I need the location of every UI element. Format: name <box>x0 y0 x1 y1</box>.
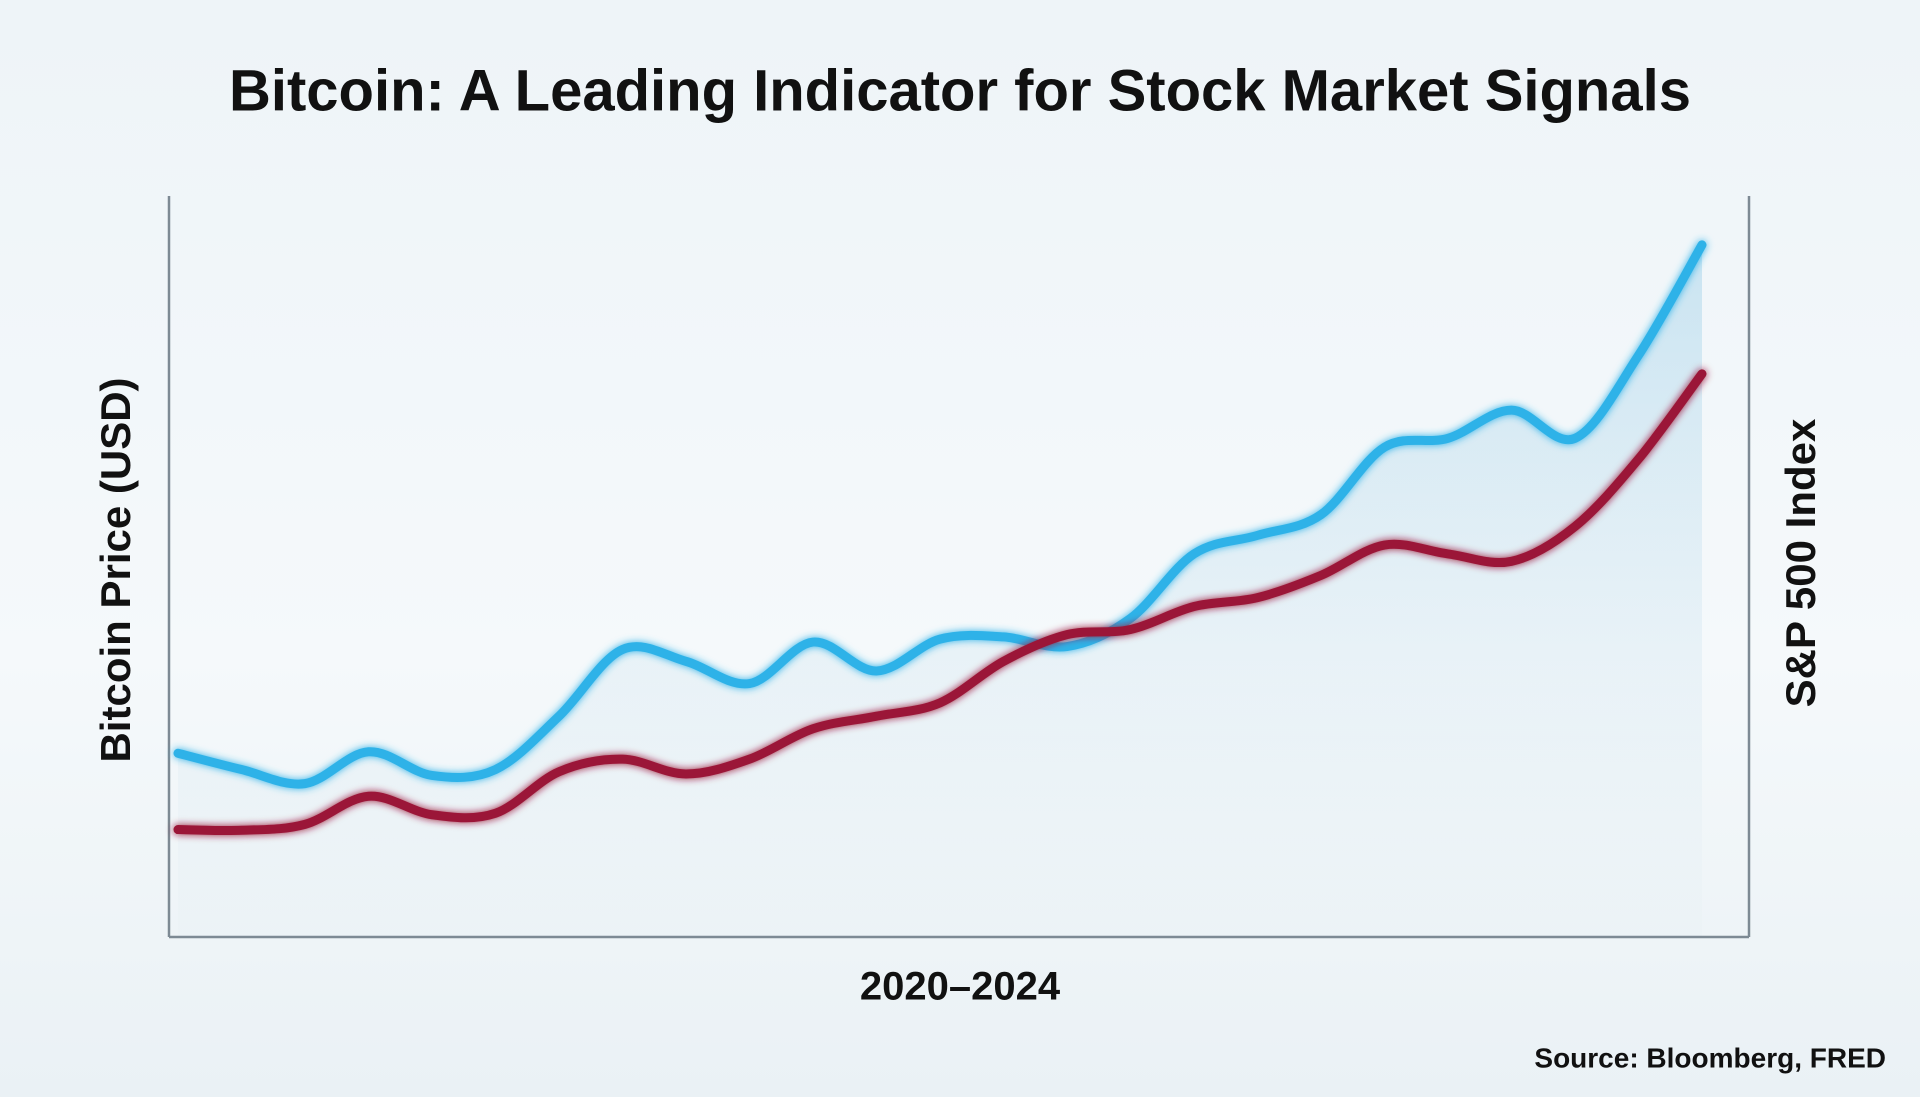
area-fill <box>178 244 1702 937</box>
y2-axis-label: S&P 500 Index <box>1777 418 1824 707</box>
chart-title: Bitcoin: A Leading Indicator for Stock M… <box>229 58 1691 123</box>
y-axis-label: Bitcoin Price (USD) <box>92 377 139 762</box>
series-line <box>173 240 1707 789</box>
series-line <box>173 369 1707 836</box>
source-note: Source: Bloomberg, FRED <box>1534 1042 1886 1073</box>
x-axis-label: 2020–2024 <box>860 965 1061 1009</box>
